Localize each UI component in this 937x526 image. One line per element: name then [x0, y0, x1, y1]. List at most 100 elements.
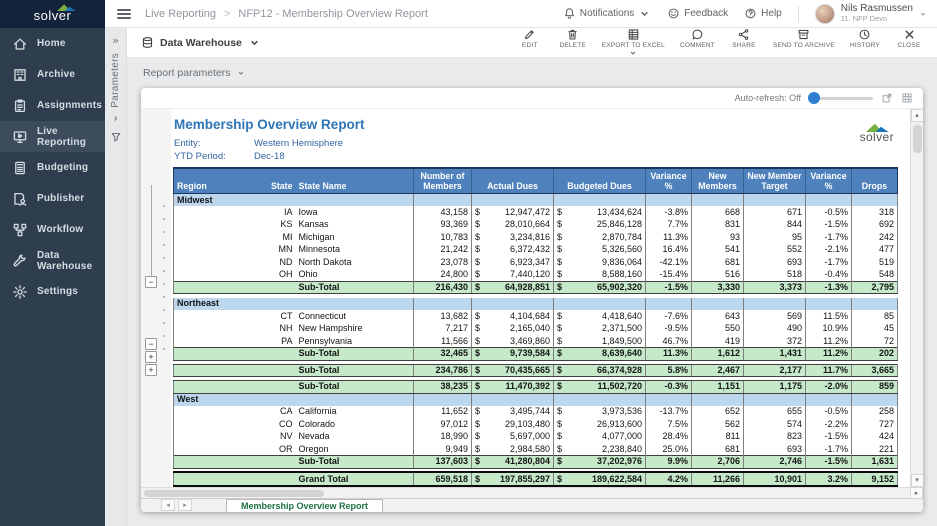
sidebar-item-label: Home: [37, 38, 66, 49]
amount: 4,077,000: [602, 431, 642, 442]
table-cell: [174, 364, 296, 377]
table-cell: $2,238,840: [554, 443, 646, 456]
sidebar-item-label: Settings: [37, 286, 78, 297]
table-cell: $3,495,744: [472, 406, 554, 419]
slider-knob[interactable]: [808, 92, 820, 104]
outline-collapse-button[interactable]: −: [145, 338, 157, 350]
amount: 66,374,928: [597, 365, 642, 376]
tab-scroll-left-button[interactable]: ◂: [161, 499, 175, 511]
amount: 2,165,040: [510, 323, 550, 334]
grid-view-icon[interactable]: [901, 92, 913, 104]
table-cell: 541: [692, 244, 744, 257]
amount: 64,928,851: [505, 282, 550, 293]
main-panel: Data Warehouse EDIT DELETE EXPORT TO EXCEL…: [127, 28, 937, 526]
user-menu[interactable]: Nils Rasmussen 11. NFP Devo: [815, 4, 927, 24]
table-cell: -2.1%: [806, 244, 852, 257]
scroll-down-button[interactable]: ▾: [911, 474, 924, 487]
table-cell: 811: [692, 431, 744, 444]
table-cell: [744, 194, 806, 207]
sheet-tab[interactable]: Membership Overview Report: [226, 499, 383, 512]
outline-expand-button[interactable]: +: [145, 351, 157, 363]
table-cell: -15.4%: [646, 269, 692, 282]
table-cell: Colorado: [296, 418, 414, 431]
notifications-button[interactable]: Notifications: [563, 7, 651, 20]
delete-button[interactable]: DELETE: [559, 28, 587, 49]
tab-scroll-right-button[interactable]: ▸: [178, 499, 192, 511]
share-button[interactable]: SHARE: [730, 28, 758, 49]
comment-button[interactable]: COMMENT: [680, 28, 715, 49]
horizontal-scrollbar[interactable]: ▸: [141, 487, 923, 497]
table-cell: 46.7%: [646, 335, 692, 348]
sidebar-item-data-warehouse[interactable]: Data Warehouse: [0, 245, 105, 276]
table-cell: [852, 194, 898, 207]
close-button[interactable]: CLOSE: [895, 28, 923, 49]
help-button[interactable]: Help: [744, 7, 782, 20]
breadcrumb-section[interactable]: Live Reporting: [145, 8, 216, 20]
table-cell: 693: [744, 256, 806, 269]
column-header: Actual Dues: [472, 168, 554, 194]
expand-panel-icon[interactable]: »: [112, 34, 119, 47]
currency-symbol: $: [475, 323, 480, 334]
vertical-scrollbar[interactable]: ▴ ▾: [910, 109, 923, 487]
feedback-button[interactable]: Feedback: [667, 7, 728, 20]
report-parameters-toggle[interactable]: Report parameters: [127, 58, 937, 88]
edit-button[interactable]: EDIT: [516, 28, 544, 49]
column-header: New Members: [692, 168, 744, 194]
amount: 3,973,536: [602, 406, 642, 417]
scroll-up-button[interactable]: ▴: [911, 109, 924, 122]
table-cell: North Dakota: [296, 256, 414, 269]
table-cell: [174, 206, 250, 219]
outline-expand-button[interactable]: +: [145, 364, 157, 376]
sidebar-item-workflow[interactable]: Workflow: [0, 214, 105, 245]
vertical-scroll-thumb[interactable]: [913, 125, 922, 153]
live-reporting-icon: [12, 129, 28, 145]
currency-symbol: $: [475, 406, 480, 417]
sidebar-item-home[interactable]: Home: [0, 28, 105, 59]
table-cell: [174, 443, 250, 456]
table-cell: 477: [852, 244, 898, 257]
table-cell: 552: [744, 244, 806, 257]
sidebar-item-settings[interactable]: Settings: [0, 276, 105, 307]
period-label: YTD Period:: [174, 150, 254, 163]
table-cell: 2,706: [692, 456, 744, 469]
table-cell: $189,622,584: [554, 472, 646, 486]
table-row-subtotal: Sub-Total137,603$41,280,804$37,202,9769.…: [174, 456, 898, 469]
history-button[interactable]: HISTORY: [850, 28, 880, 49]
table-cell: $7,440,120: [472, 269, 554, 282]
auto-refresh-slider[interactable]: [809, 97, 873, 100]
period-value: Dec-18: [254, 150, 910, 163]
table-cell: [472, 393, 554, 406]
table-cell: $64,928,851: [472, 281, 554, 294]
parameters-panel-label[interactable]: Parameters: [110, 53, 121, 108]
horizontal-scroll-thumb[interactable]: [144, 490, 324, 497]
sidebar-item-archive[interactable]: Archive: [0, 59, 105, 90]
hamburger-menu-icon[interactable]: [117, 9, 131, 19]
currency-symbol: $: [557, 219, 562, 230]
table-cell: 7.7%: [646, 219, 692, 232]
sidebar-item-budgeting[interactable]: Budgeting: [0, 152, 105, 183]
table-row-detail: KSKansas93,369$28,010,664$25,846,1287.7%…: [174, 219, 898, 232]
table-cell: $6,923,347: [472, 256, 554, 269]
sidebar-item-publisher[interactable]: Publisher: [0, 183, 105, 214]
report-meta: Entity: Western Hemisphere YTD Period: D…: [174, 137, 910, 163]
parameters-panel-collapsed: » Parameters: [105, 28, 127, 526]
data-source-selector[interactable]: Data Warehouse: [141, 36, 261, 49]
export-to-excel-button[interactable]: EXPORT TO EXCEL: [602, 28, 665, 57]
currency-symbol: $: [475, 311, 480, 322]
scroll-right-button[interactable]: ▸: [910, 487, 923, 499]
sidebar-item-live-reporting[interactable]: Live Reporting: [0, 121, 105, 152]
table-cell: 11.2%: [806, 348, 852, 361]
table-cell: OH: [250, 269, 296, 282]
tab-scroll-arrows: ◂ ▸: [141, 499, 200, 512]
table-row-detail: OHOhio24,800$7,440,120$8,588,160-15.4%51…: [174, 269, 898, 282]
send-to-archive-button[interactable]: SEND TO ARCHIVE: [773, 28, 835, 49]
sidebar-item-assignments[interactable]: Assignments: [0, 90, 105, 121]
amount: 9,836,064: [602, 257, 642, 268]
open-in-new-window-icon[interactable]: [881, 92, 893, 104]
outline-collapse-button[interactable]: −: [145, 276, 157, 288]
publisher-icon: [12, 191, 28, 207]
filter-funnel-icon[interactable]: [110, 131, 122, 143]
report-logo-text: solver: [860, 132, 894, 142]
currency-symbol: $: [475, 348, 480, 359]
table-cell: [692, 393, 744, 406]
